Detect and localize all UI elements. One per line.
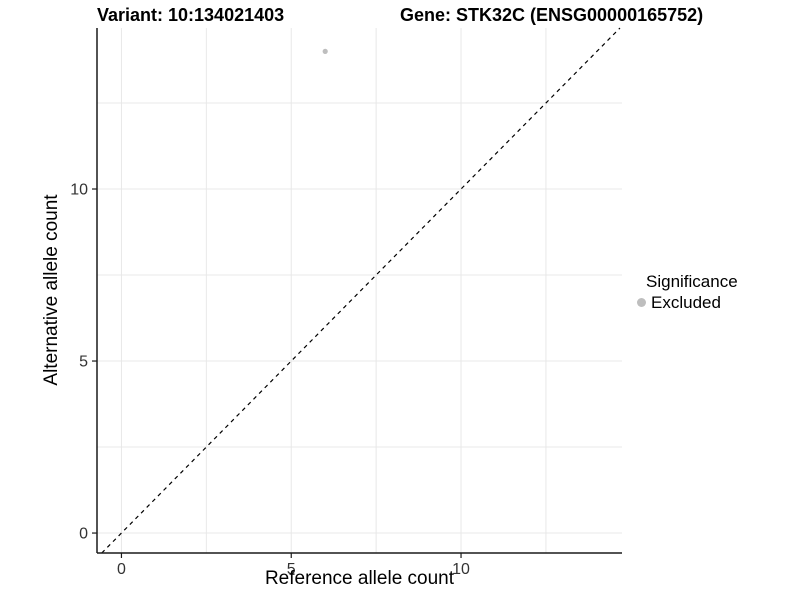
legend-title: Significance: [646, 272, 738, 291]
y-axis-title: Alternative allele count: [41, 194, 62, 386]
x-tick-label: 0: [117, 561, 126, 578]
y-tick-label: 10: [70, 182, 88, 199]
legend-item-excluded: Excluded: [637, 292, 738, 313]
x-tick-label: 10: [452, 561, 470, 578]
legend: Significance Excluded: [637, 271, 738, 313]
y-tick-label: 0: [79, 526, 88, 543]
variant-title: Variant: 10:134021403: [97, 5, 285, 25]
data-point: [322, 48, 328, 54]
identity-line: [101, 27, 621, 554]
gene-title: Gene: STK32C (ENSG00000165752): [400, 5, 704, 25]
legend-item-label: Excluded: [651, 293, 721, 312]
y-tick-label: 5: [79, 354, 88, 371]
x-tick-label: 5: [287, 561, 296, 578]
x-axis-title: Reference allele count: [264, 568, 455, 589]
legend-marker-circle-icon: [637, 298, 646, 307]
